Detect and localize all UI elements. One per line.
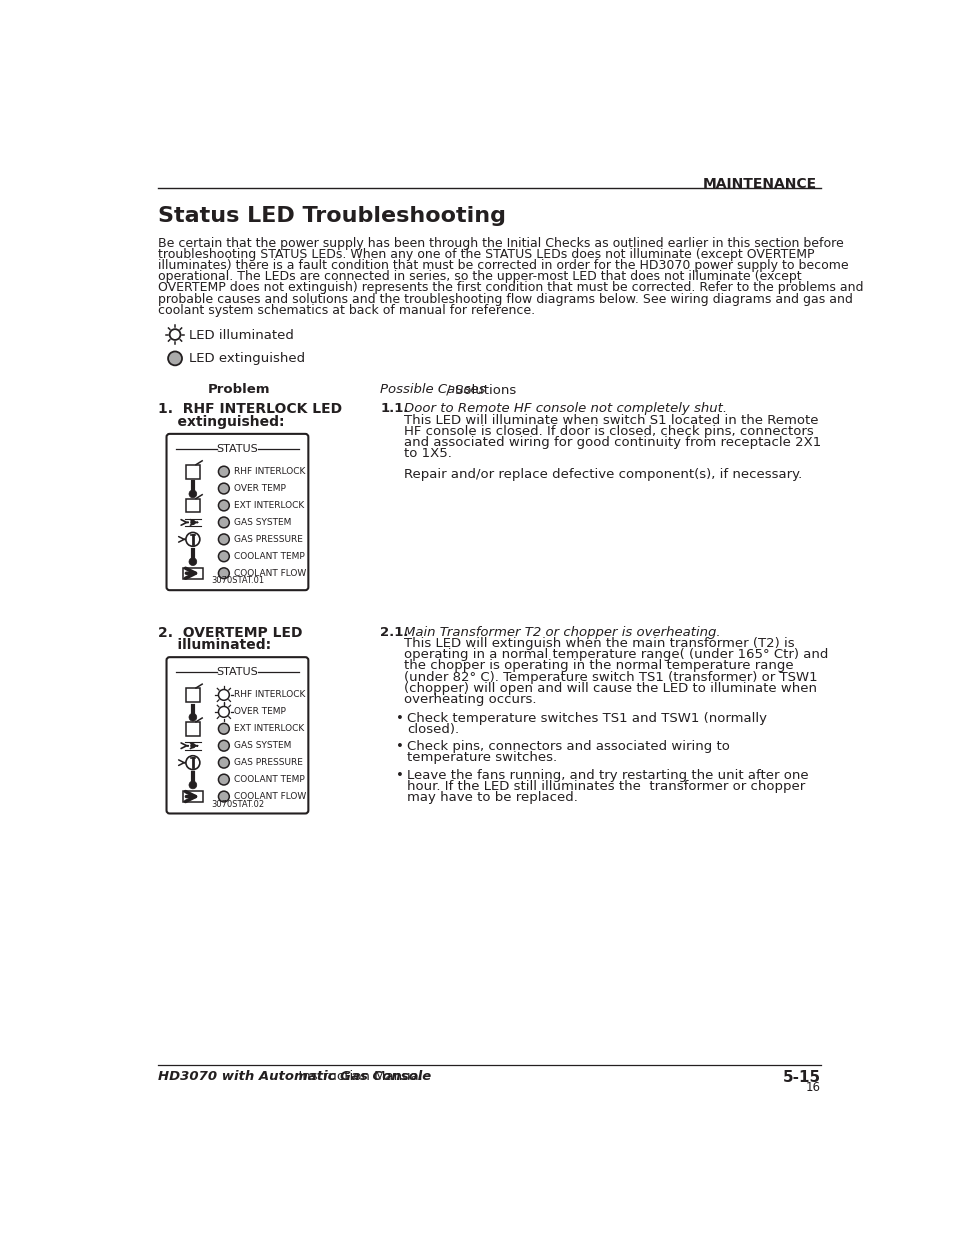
Text: EXT INTERLOCK: EXT INTERLOCK <box>233 724 304 734</box>
Text: troubleshooting STATUS LEDs. When any one of the STATUS LEDs does not illuminate: troubleshooting STATUS LEDs. When any on… <box>158 248 814 261</box>
Text: Possible Causes: Possible Causes <box>380 383 485 396</box>
Text: 3070STAT.02: 3070STAT.02 <box>211 800 264 809</box>
Text: operational. The LEDs are connected in series, so the upper-most LED that does n: operational. The LEDs are connected in s… <box>158 270 801 283</box>
Text: Check pins, connectors and associated wiring to: Check pins, connectors and associated wi… <box>406 740 729 753</box>
Text: GAS PRESSURE: GAS PRESSURE <box>233 535 302 543</box>
Text: temperature switches.: temperature switches. <box>406 751 557 764</box>
Circle shape <box>218 517 229 527</box>
Text: COOLANT TEMP: COOLANT TEMP <box>233 552 304 561</box>
Circle shape <box>218 792 229 802</box>
Text: GAS SYSTEM: GAS SYSTEM <box>233 517 291 527</box>
Text: Leave the fans running, and try restarting the unit after one: Leave the fans running, and try restarti… <box>406 769 807 782</box>
Text: STATUS: STATUS <box>216 443 258 453</box>
Text: 5-15: 5-15 <box>781 1070 820 1084</box>
Text: Check temperature switches TS1 and TSW1 (normally: Check temperature switches TS1 and TSW1 … <box>406 711 766 725</box>
Text: Door to Remote HF console not completely shut.: Door to Remote HF console not completely… <box>403 403 726 415</box>
Text: to 1X5.: to 1X5. <box>403 447 451 461</box>
Text: GAS PRESSURE: GAS PRESSURE <box>233 758 302 767</box>
Text: hour. If the LED still illuminates the  transformer or chopper: hour. If the LED still illuminates the t… <box>406 781 804 793</box>
Circle shape <box>218 466 229 477</box>
Text: EXT INTERLOCK: EXT INTERLOCK <box>233 501 304 510</box>
Text: COOLANT FLOW: COOLANT FLOW <box>233 569 306 578</box>
Circle shape <box>218 534 229 545</box>
Text: Be certain that the power supply has been through the Initial Checks as outlined: Be certain that the power supply has bee… <box>158 237 842 249</box>
Circle shape <box>189 782 196 789</box>
Text: Status LED Troubleshooting: Status LED Troubleshooting <box>158 206 505 226</box>
Text: HF console is closed. If door is closed, check pins, connectors: HF console is closed. If door is closed,… <box>403 425 813 438</box>
Text: Problem: Problem <box>208 383 271 396</box>
Text: and associated wiring for good continuity from receptacle 2X1: and associated wiring for good continuit… <box>403 436 821 450</box>
Text: COOLANT FLOW: COOLANT FLOW <box>233 792 306 802</box>
Text: OVER TEMP: OVER TEMP <box>233 484 286 493</box>
Text: OVERTEMP does not extinguish) represents the first condition that must be correc: OVERTEMP does not extinguish) represents… <box>158 282 862 294</box>
Circle shape <box>218 740 229 751</box>
Circle shape <box>218 724 229 734</box>
Text: probable causes and solutions and the troubleshooting flow diagrams below. See w: probable causes and solutions and the tr… <box>158 293 852 305</box>
Text: RHF INTERLOCK: RHF INTERLOCK <box>233 690 305 699</box>
Circle shape <box>218 757 229 768</box>
Text: •: • <box>395 711 403 725</box>
Text: (chopper) will open and will cause the LED to illuminate when: (chopper) will open and will cause the L… <box>403 682 816 695</box>
Text: overheating occurs.: overheating occurs. <box>403 693 536 706</box>
Text: OVER TEMP: OVER TEMP <box>233 708 286 716</box>
Text: extinguished:: extinguished: <box>158 415 284 429</box>
Text: Main Transformer T2 or chopper is overheating.: Main Transformer T2 or chopper is overhe… <box>403 626 720 638</box>
Text: (under 82° C). Temperature switch TS1 (transformer) or TSW1: (under 82° C). Temperature switch TS1 (t… <box>403 671 817 684</box>
Circle shape <box>218 774 229 785</box>
Text: closed).: closed). <box>406 722 458 736</box>
Text: 2.  OVERTEMP LED: 2. OVERTEMP LED <box>158 626 302 640</box>
Text: MAINTENANCE: MAINTENANCE <box>702 178 816 191</box>
Text: GAS SYSTEM: GAS SYSTEM <box>233 741 291 750</box>
Text: STATUS: STATUS <box>216 667 258 677</box>
Circle shape <box>168 352 182 366</box>
Circle shape <box>218 551 229 562</box>
Text: LED illuminated: LED illuminated <box>189 330 294 342</box>
Text: may have to be replaced.: may have to be replaced. <box>406 792 578 804</box>
Circle shape <box>218 483 229 494</box>
Circle shape <box>189 714 196 721</box>
Text: illuminates) there is a fault condition that must be corrected in order for the : illuminates) there is a fault condition … <box>158 259 848 272</box>
Text: illuminated:: illuminated: <box>158 638 271 652</box>
Circle shape <box>218 689 229 700</box>
Text: 2.1.: 2.1. <box>380 626 409 638</box>
Circle shape <box>218 500 229 511</box>
Text: the chopper is operating in the normal temperature range: the chopper is operating in the normal t… <box>403 659 793 673</box>
Text: / Solutions: / Solutions <box>441 383 516 396</box>
Text: operating in a normal temperature range( (under 165° Ctr) and: operating in a normal temperature range(… <box>403 648 827 661</box>
Text: COOLANT TEMP: COOLANT TEMP <box>233 776 304 784</box>
Text: •: • <box>395 769 403 782</box>
Text: coolant system schematics at back of manual for reference.: coolant system schematics at back of man… <box>158 304 535 316</box>
Text: •: • <box>395 740 403 753</box>
Circle shape <box>191 743 194 747</box>
Circle shape <box>218 568 229 579</box>
Circle shape <box>218 706 229 718</box>
Text: 3070STAT.01: 3070STAT.01 <box>211 577 264 585</box>
Text: HD3070 with Automatic Gas Console: HD3070 with Automatic Gas Console <box>158 1070 431 1083</box>
Text: 1.1.: 1.1. <box>380 403 409 415</box>
Text: This LED will illuminate when switch S1 located in the Remote: This LED will illuminate when switch S1 … <box>403 414 818 427</box>
Text: Repair and/or replace defective component(s), if necessary.: Repair and/or replace defective componen… <box>403 468 801 480</box>
Text: RHF INTERLOCK: RHF INTERLOCK <box>233 467 305 477</box>
Text: 1.  RHF INTERLOCK LED: 1. RHF INTERLOCK LED <box>158 403 342 416</box>
Circle shape <box>189 558 196 566</box>
Text: LED extinguished: LED extinguished <box>189 352 305 366</box>
Text: 16: 16 <box>804 1082 820 1094</box>
Text: Instruction Manual: Instruction Manual <box>290 1070 422 1083</box>
Circle shape <box>189 490 196 498</box>
Text: This LED will extinguish when the main transformer (T2) is: This LED will extinguish when the main t… <box>403 637 794 650</box>
Circle shape <box>191 520 194 525</box>
